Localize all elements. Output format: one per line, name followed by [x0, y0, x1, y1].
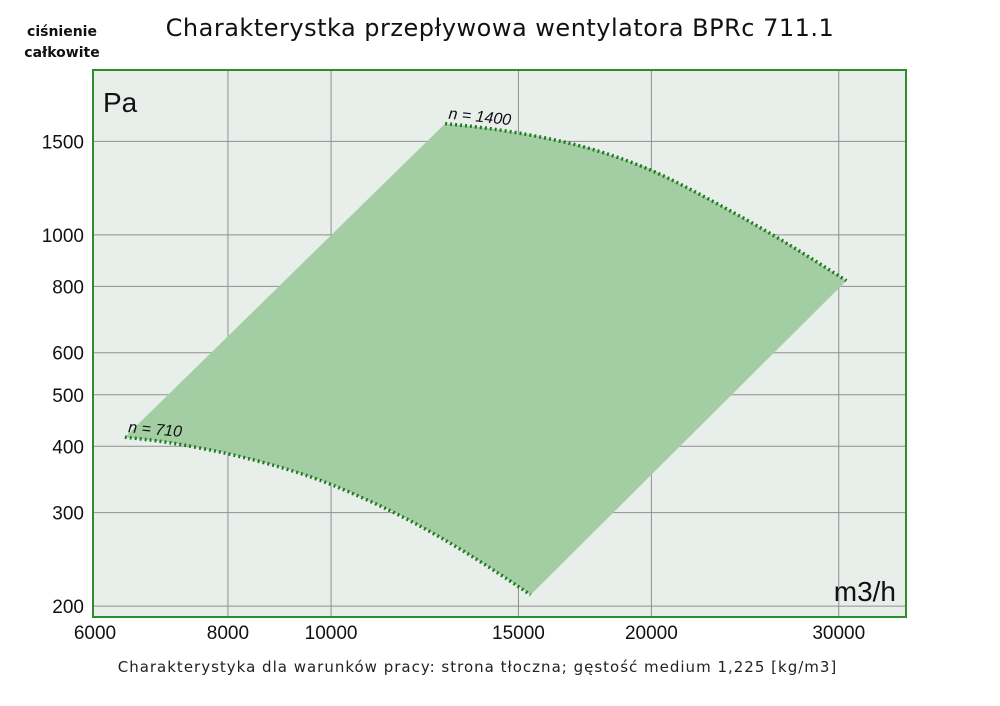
x-tick-label: 20000 — [625, 623, 678, 644]
y-axis-label: Pa — [103, 87, 138, 118]
y-tick-label: 500 — [52, 386, 84, 407]
y-tick-label: 300 — [52, 504, 84, 525]
x-tick-label: 15000 — [492, 623, 545, 644]
curve-label: n = 1400 — [448, 106, 512, 129]
y-tick-label: 400 — [52, 437, 84, 458]
curve-label: n = 710 — [127, 419, 182, 441]
plot-border — [92, 69, 907, 618]
x-tick-label: 10000 — [305, 623, 358, 644]
x-tick-label: 6000 — [74, 623, 116, 644]
chart-title: Charakterystka przepływowa wentylatora B… — [165, 14, 835, 42]
y-tick-label: 200 — [52, 597, 84, 618]
x-axis-label: m3/h — [834, 576, 896, 607]
y-tick-label: 1000 — [42, 226, 84, 247]
x-tick-label: 30000 — [812, 623, 865, 644]
y-axis-note: ciśnienie całkowite — [12, 22, 112, 64]
x-tick-labels: 6000 8000 10000 15000 20000 30000 — [74, 623, 865, 644]
operating-area — [124, 123, 847, 595]
speed-curves: n = 1400 n = 710 — [124, 106, 848, 597]
y-tick-label: 600 — [52, 344, 84, 365]
y-axis-note-line2: całkowite — [24, 45, 100, 61]
x-tick-label: 8000 — [207, 623, 249, 644]
y-tick-labels: 200 300 400 500 600 800 1000 1500 — [42, 132, 84, 618]
y-axis-note-line1: ciśnienie — [27, 24, 97, 40]
y-tick-label: 1500 — [42, 132, 84, 153]
chart-footer: Charakterystyka dla warunków pracy: stro… — [117, 658, 838, 676]
y-tick-label: 800 — [52, 277, 84, 298]
speed-curve — [124, 435, 532, 597]
